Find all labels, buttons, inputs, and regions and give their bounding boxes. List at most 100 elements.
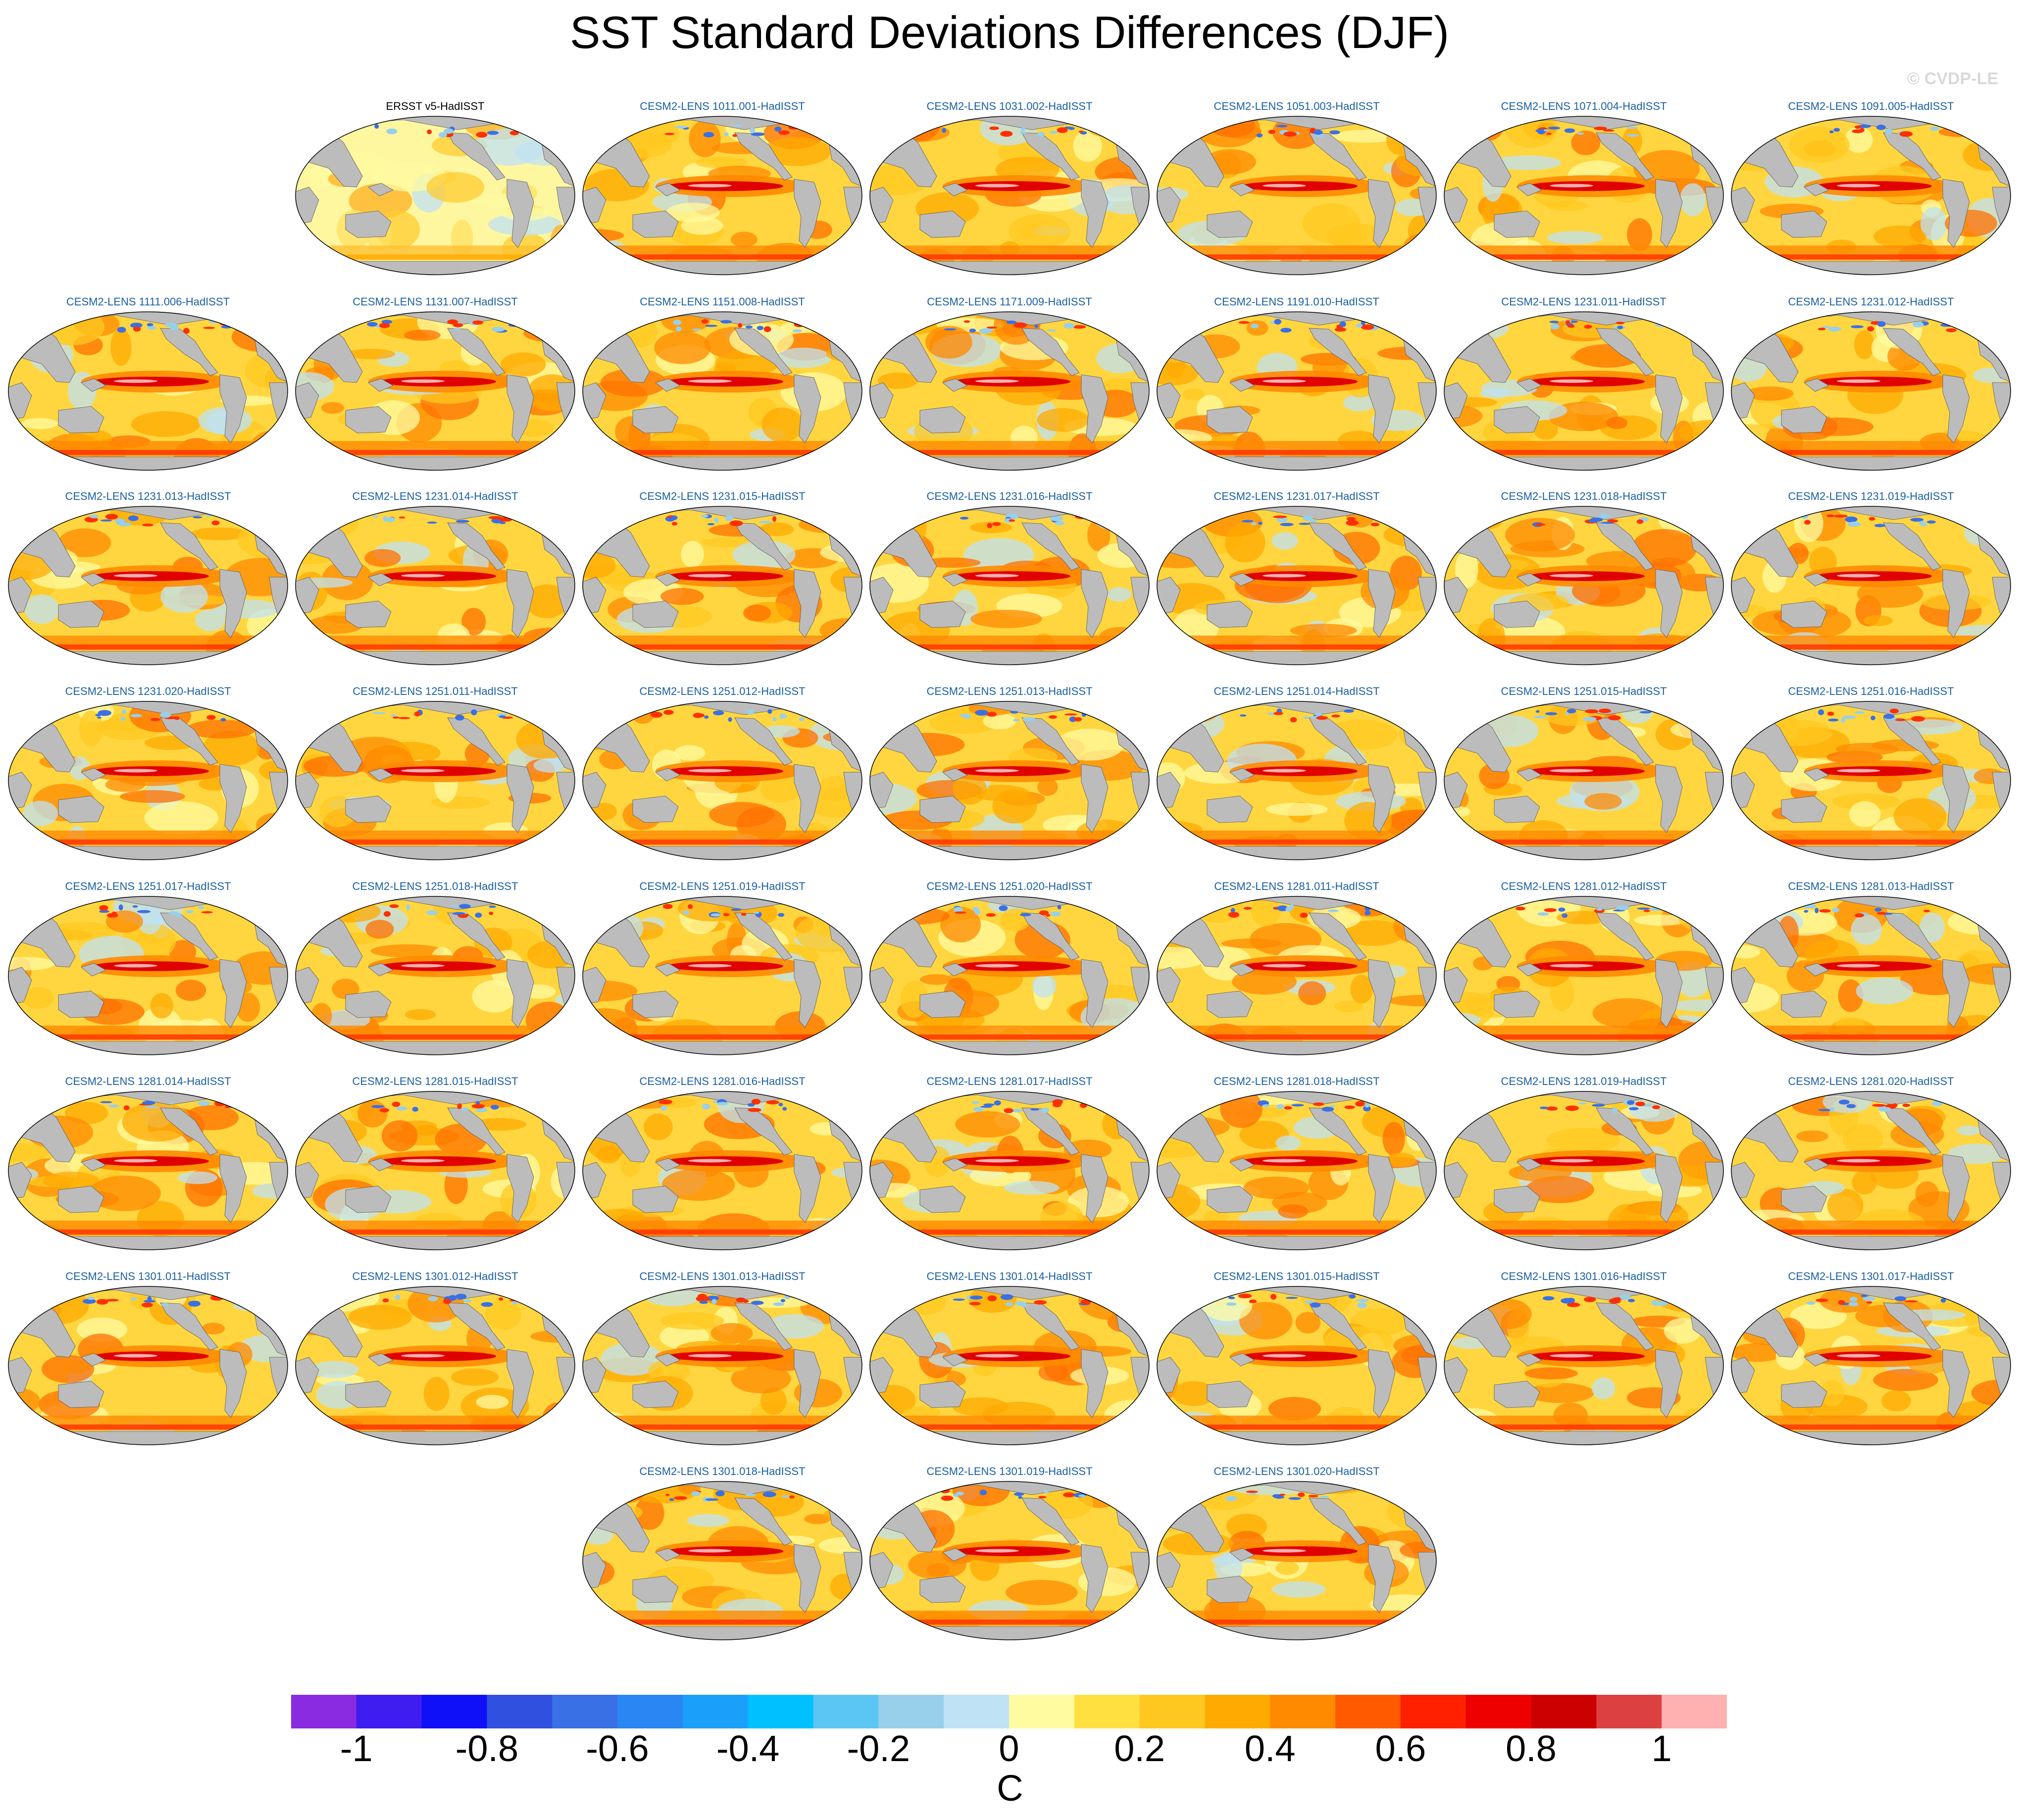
colorbar-swatch [1270,1695,1336,1728]
world-map [1157,896,1437,1055]
map-panel: CESM2-LENS 1231.018-HadISST [1443,490,1725,682]
panel-title: CESM2-LENS 1301.017-HadISST [1788,1270,1954,1282]
panel-title: CESM2-LENS 1281.015-HadISST [352,1075,518,1087]
panel-title: CESM2-LENS 1281.019-HadISST [1501,1075,1667,1087]
world-map [582,1091,862,1250]
world-map [1157,1091,1437,1250]
panel-title: CESM2-LENS 1301.019-HadISST [926,1465,1093,1477]
map-panel: CESM2-LENS 1281.020-HadISST [1730,1075,2012,1267]
colorbar-tick-label: -0.8 [455,1728,519,1769]
map-panel: CESM2-LENS 1231.016-HadISST [868,490,1151,682]
world-map [295,116,575,275]
world-map [295,1091,575,1250]
map-panel: CESM2-LENS 1281.017-HadISST [868,1075,1151,1267]
panel-title: CESM2-LENS 1251.019-HadISST [639,880,806,892]
world-map [295,701,575,860]
map-panel: CESM2-LENS 1071.004-HadISST [1443,100,1725,292]
world-map [1731,116,2011,275]
colorbar-tick-label: 0.4 [1244,1728,1296,1769]
map-panel: CESM2-LENS 1251.016-HadISST [1730,685,2012,877]
colorbar-tick-label: -1 [340,1728,373,1769]
panel-title: CESM2-LENS 1051.003-HadISST [1213,100,1380,112]
panel-title: CESM2-LENS 1231.017-HadISST [1213,490,1380,502]
map-panel: CESM2-LENS 1301.015-HadISST [1156,1270,1438,1462]
map-panel: CESM2-LENS 1251.013-HadISST [868,685,1151,877]
map-panel: CESM2-LENS 1281.016-HadISST [581,1075,863,1267]
world-map [1157,116,1437,275]
panel-title: CESM2-LENS 1231.012-HadISST [1788,295,1954,308]
copyright-label: © CVDP-LE [1907,69,1998,88]
world-map [295,311,575,471]
map-panel: CESM2-LENS 1281.014-HadISST [7,1075,289,1267]
panel-title: CESM2-LENS 1071.004-HadISST [1501,100,1667,112]
colorbar-tick-label: 0.8 [1506,1728,1557,1769]
map-panel: CESM2-LENS 1301.011-HadISST [7,1270,289,1462]
colorbar-swatch [1074,1695,1140,1728]
world-map [1731,896,2011,1055]
world-map [295,896,575,1055]
colorbar-swatch [1139,1695,1205,1728]
world-map [582,896,862,1055]
colorbar-tick-label: -0.6 [586,1728,649,1769]
world-map [1731,311,2011,471]
world-map [1444,1091,1724,1250]
map-panel: CESM2-LENS 1111.006-HadISST [7,295,289,488]
colorbar-swatch [1009,1695,1075,1728]
panel-title: CESM2-LENS 1301.018-HadISST [639,1465,806,1477]
map-panel: CESM2-LENS 1251.019-HadISST [581,880,863,1072]
map-panel: CESM2-LENS 1231.012-HadISST [1730,295,2012,488]
map-panel: CESM2-LENS 1251.014-HadISST [1156,685,1438,877]
world-map [8,1286,288,1445]
panel-title: CESM2-LENS 1151.008-HadISST [640,295,805,308]
map-panel: CESM2-LENS 1281.018-HadISST [1156,1075,1438,1267]
map-panel: CESM2-LENS 1011.001-HadISST [581,100,863,292]
world-map [869,311,1150,471]
panel-title: CESM2-LENS 1281.011-HadISST [1214,880,1379,892]
world-map [869,506,1150,665]
panel-title: CESM2-LENS 1301.016-HadISST [1501,1270,1667,1282]
map-panel: CESM2-LENS 1231.017-HadISST [1156,490,1438,682]
world-map [1444,506,1724,665]
panel-title: CESM2-LENS 1301.013-HadISST [639,1270,806,1282]
panel-title: CESM2-LENS 1281.020-HadISST [1788,1075,1954,1087]
panel-title: CESM2-LENS 1231.014-HadISST [352,490,518,502]
panel-title: CESM2-LENS 1301.012-HadISST [352,1270,518,1282]
panel-title: CESM2-LENS 1281.017-HadISST [926,1075,1093,1087]
map-panel: CESM2-LENS 1231.015-HadISST [581,490,863,682]
world-map [8,1091,288,1250]
panel-title: CESM2-LENS 1231.019-HadISST [1788,490,1954,502]
panel-title: CESM2-LENS 1231.015-HadISST [639,490,806,502]
world-map [1731,506,2011,665]
colorbar-swatch [487,1695,553,1728]
world-map [582,116,862,275]
colorbar-swatch [552,1695,618,1728]
map-panel: CESM2-LENS 1171.009-HadISST [868,295,1151,488]
map-panel: CESM2-LENS 1251.017-HadISST [7,880,289,1072]
colorbar-tick-label: 1 [1651,1728,1672,1769]
map-panel: CESM2-LENS 1231.014-HadISST [294,490,576,682]
world-map [582,701,862,860]
panel-title: CESM2-LENS 1251.016-HadISST [1788,685,1954,697]
colorbar-swatch [617,1695,683,1728]
world-map [869,1286,1150,1445]
world-map [869,1091,1150,1250]
map-panel: CESM2-LENS 1231.011-HadISST [1443,295,1725,488]
map-panel: CESM2-LENS 1301.016-HadISST [1443,1270,1725,1462]
map-panel: CESM2-LENS 1281.012-HadISST [1443,880,1725,1072]
world-map [869,701,1150,860]
colorbar-swatch [682,1695,749,1728]
world-map [582,506,862,665]
world-map [8,311,288,471]
map-panel: CESM2-LENS 1301.013-HadISST [581,1270,863,1462]
panel-title: CESM2-LENS 1251.012-HadISST [639,685,806,697]
world-map [295,506,575,665]
panel-title: CESM2-LENS 1281.013-HadISST [1788,880,1954,892]
colorbar-swatch [1531,1695,1597,1728]
map-panel: CESM2-LENS 1301.019-HadISST [868,1465,1151,1657]
world-map [1444,1286,1724,1445]
colorbar-swatch [1662,1695,1727,1728]
panel-title: CESM2-LENS 1251.018-HadISST [352,880,518,892]
panel-title: CESM2-LENS 1251.017-HadISST [65,880,231,892]
colorbar-swatch [1205,1695,1270,1728]
panel-title: CESM2-LENS 1251.013-HadISST [926,685,1093,697]
